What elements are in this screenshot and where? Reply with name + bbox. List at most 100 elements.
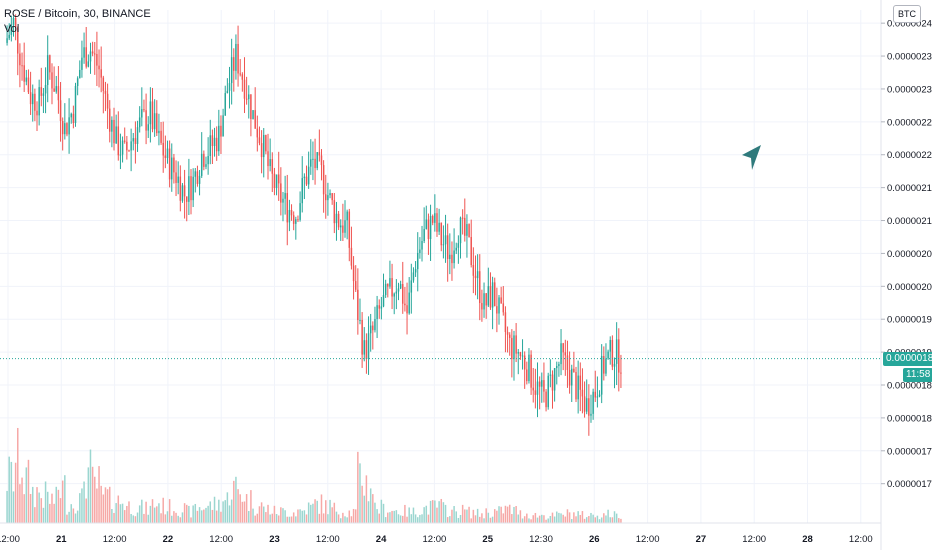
volume-bar <box>115 503 117 523</box>
volume-bar <box>316 500 318 523</box>
time-tick-label: 12:00 <box>636 534 660 545</box>
candle-body <box>220 125 222 137</box>
volume-bar <box>177 515 179 523</box>
candle-body <box>549 374 552 376</box>
volume-bar <box>474 515 477 523</box>
candle-body <box>397 288 400 292</box>
volume-bar <box>618 518 620 523</box>
volume-bar <box>357 451 359 523</box>
candle-body <box>158 130 160 134</box>
volume-bar <box>485 508 487 523</box>
volume-bar <box>166 511 169 523</box>
volume-bar <box>57 489 60 523</box>
volume-bar <box>425 505 428 523</box>
volume-bar <box>361 485 363 523</box>
candle-body <box>316 152 318 169</box>
candle-body <box>476 271 479 279</box>
volume-bar <box>151 499 154 523</box>
candle-body <box>147 124 149 131</box>
volume-bar <box>307 502 310 523</box>
volume-bar <box>153 507 156 523</box>
candle-body <box>207 155 209 165</box>
time-tick-label: 28 <box>802 534 813 545</box>
volume-bar <box>363 495 366 523</box>
volume-bar <box>215 510 218 523</box>
volume-bar <box>55 486 58 523</box>
candle-body <box>40 87 43 96</box>
candle-body <box>190 176 192 201</box>
volume-bar <box>271 513 274 523</box>
candle-body <box>348 211 351 248</box>
candle-body <box>538 381 541 387</box>
candle-body <box>115 126 117 144</box>
candle-body <box>237 43 239 74</box>
candle-body <box>545 391 547 408</box>
candle-body <box>108 108 111 132</box>
candle-body <box>53 88 55 92</box>
time-tick-label: 12:30 <box>529 534 553 545</box>
volume-bar <box>541 514 543 523</box>
volume-bar <box>515 506 517 523</box>
volume-bar <box>121 503 124 523</box>
candle-body <box>273 173 276 189</box>
volume-bar <box>331 507 333 523</box>
volume-bar <box>427 514 430 523</box>
volume-bar <box>553 516 556 523</box>
candle-body <box>406 305 408 314</box>
candle-body <box>248 94 250 100</box>
candle-body <box>6 38 8 43</box>
candle-body <box>21 65 23 67</box>
candle-body <box>322 165 325 195</box>
volume-bar <box>76 510 79 523</box>
candle-body <box>295 219 297 224</box>
volume-bar <box>322 513 325 523</box>
candle-body <box>489 286 492 308</box>
candle-body <box>485 293 487 306</box>
volume-bar <box>506 506 509 523</box>
volume-bar <box>558 512 560 523</box>
last-price-badge: 0.00000189 <box>883 351 932 366</box>
time-tick-label: 12:00 <box>423 534 447 545</box>
candle-body <box>74 85 77 124</box>
volume-bar <box>453 506 455 523</box>
candle-body <box>609 339 611 352</box>
candle-body <box>218 125 220 152</box>
volume-bar <box>297 509 299 523</box>
volume-bar <box>237 489 239 523</box>
volume-bar <box>235 476 237 523</box>
candle-body <box>446 235 449 259</box>
candle-body <box>327 195 329 201</box>
candle-body <box>453 250 455 264</box>
volume-bar <box>70 504 72 523</box>
candle-body <box>181 185 184 201</box>
volume-bar <box>382 503 385 523</box>
candle-body <box>100 69 102 78</box>
time-scale[interactable]: 12:00 21 12:00 22 12:00 23 12:00 24 12:00 25 12:30… <box>0 534 873 545</box>
candle-body <box>106 93 109 109</box>
candle-body <box>523 355 526 370</box>
volume-bar <box>560 513 562 523</box>
volume-bar <box>483 518 485 523</box>
volume-bar <box>521 518 524 523</box>
candle-body <box>568 369 571 386</box>
candle-body <box>301 178 303 204</box>
currency-button[interactable]: BTC <box>893 5 921 23</box>
candle-body <box>81 57 83 70</box>
candle-body <box>258 137 261 144</box>
volume-bar <box>94 476 96 523</box>
candle-body <box>94 53 96 55</box>
candle-body <box>598 394 601 397</box>
candle-body <box>449 254 451 259</box>
volume-bar <box>526 513 528 523</box>
volume-bar <box>369 488 372 523</box>
price-tick-label: 0.00000175 <box>887 446 932 457</box>
candle-body <box>153 113 156 130</box>
candle-body <box>156 113 158 134</box>
volume-bar <box>106 489 109 523</box>
volume-bar <box>310 504 312 523</box>
